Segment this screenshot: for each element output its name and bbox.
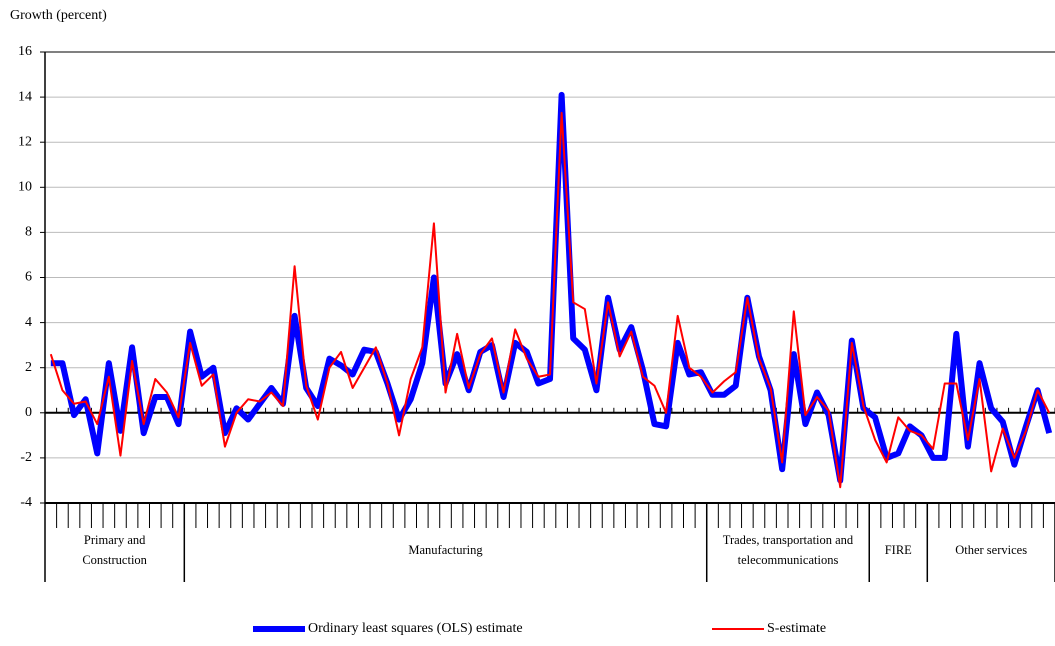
- y-tick-label: -2: [20, 450, 32, 465]
- group-label: Other services: [955, 543, 1027, 557]
- group-label: Construction: [82, 553, 147, 567]
- group-label: Trades, transportation and: [723, 533, 854, 547]
- y-tick-label: 4: [25, 315, 32, 330]
- y-tick-label: 14: [18, 89, 32, 104]
- group-label: Primary and: [84, 533, 146, 547]
- y-tick-label: 16: [18, 44, 32, 59]
- series-line: [49, 111, 1051, 489]
- y-tick-label: 0: [25, 405, 32, 420]
- series-line: [50, 91, 1053, 484]
- group-label: Manufacturing: [408, 543, 483, 557]
- y-axis-title: Growth (percent): [10, 8, 107, 23]
- group-label: FIRE: [885, 543, 912, 557]
- legend-label: Ordinary least squares (OLS) estimate: [308, 621, 523, 636]
- y-tick-label: 12: [18, 134, 32, 149]
- y-tick-label: 2: [25, 360, 32, 375]
- y-tick-label: 10: [18, 180, 32, 195]
- y-tick-label: 6: [25, 270, 32, 285]
- y-tick-label: 8: [25, 225, 32, 240]
- y-tick-label: -4: [20, 495, 32, 510]
- group-label: telecommunications: [738, 553, 839, 567]
- legend-label: S-estimate: [767, 621, 826, 636]
